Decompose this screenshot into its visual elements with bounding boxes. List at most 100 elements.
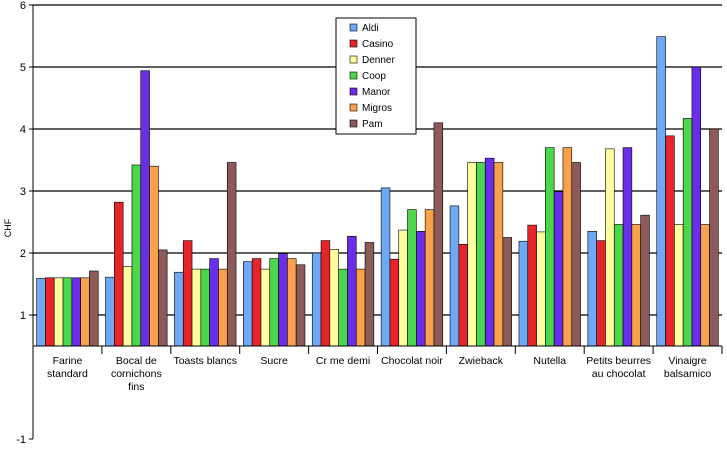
bar-coop-9 [682, 118, 693, 347]
bar-casino-6 [458, 244, 468, 347]
bar-pam-9 [709, 128, 719, 347]
legend-swatch-migros [349, 103, 358, 112]
bar-coop-7 [545, 147, 555, 347]
bar-casino-9 [665, 135, 675, 347]
legend-box [335, 17, 417, 135]
legend-swatch-denner [349, 55, 358, 64]
bar-migros-9 [700, 224, 710, 347]
bar-aldi-3 [243, 261, 253, 347]
bar-aldi-2 [174, 271, 184, 347]
legend-swatch-coop [349, 71, 358, 80]
category-label-3: Sucre [260, 355, 288, 367]
bar-pam-7 [571, 162, 581, 347]
x-category-labels: Farine standard Bocal de cornichons fins Toas… [47, 355, 711, 393]
bar-coop-3 [269, 258, 279, 347]
bar-coop-4 [338, 268, 348, 347]
bar-denner-7 [536, 231, 546, 347]
y-tick-label: -1 [16, 434, 26, 446]
bar-pam-4 [364, 242, 375, 347]
bar-coop-5 [407, 209, 417, 347]
bar-migros-1 [149, 165, 159, 347]
bar-migros-6 [493, 162, 504, 347]
bar-pam-2 [226, 162, 237, 347]
bar-migros-3 [287, 258, 297, 347]
bar-denner-5 [398, 229, 408, 347]
bar-manor-9 [691, 66, 702, 347]
bars-layer [36, 36, 719, 347]
bar-aldi-8 [587, 231, 597, 347]
bar-denner-9 [674, 224, 684, 347]
category-label-0: Farine standard [47, 355, 88, 380]
bar-aldi-5 [380, 187, 391, 347]
bar-manor-0 [71, 277, 81, 347]
legend-label-migros: Migros [362, 103, 392, 114]
bar-manor-2 [209, 258, 219, 347]
bar-manor-6 [484, 157, 495, 347]
category-label-8: Petits beurres au chocolat [586, 355, 651, 380]
bar-coop-2 [200, 268, 210, 347]
y-tick-label: 5 [20, 62, 26, 74]
bar-manor-4 [347, 235, 357, 347]
legend-label-pam: Pam [362, 119, 383, 130]
bar-denner-6 [467, 162, 477, 347]
bar-denner-1 [122, 266, 133, 347]
bar-migros-0 [80, 277, 90, 347]
category-label-6: Zwieback [459, 355, 504, 367]
y-tick-label: 1 [20, 310, 26, 322]
bar-manor-7 [553, 191, 564, 347]
category-label-9: Vinaigre balsamico [664, 355, 711, 380]
y-tick-labels: -1 1 2 3 4 5 6 [16, 0, 26, 446]
bar-manor-3 [278, 253, 288, 347]
bar-migros-4 [355, 268, 366, 347]
bar-denner-8 [605, 148, 615, 347]
bar-casino-0 [45, 277, 55, 347]
y-tick-label: 4 [20, 124, 26, 136]
bar-aldi-6 [449, 205, 460, 347]
bar-coop-8 [613, 224, 624, 347]
bar-denner-3 [260, 268, 271, 347]
category-label-1: Bocal de cornichons fins [111, 355, 162, 393]
bar-coop-6 [476, 162, 486, 347]
bar-aldi-7 [518, 240, 529, 347]
bar-casino-4 [320, 240, 331, 347]
category-label-7: Nutella [533, 355, 566, 367]
y-axis-label: CHF [3, 218, 13, 237]
bar-pam-1 [158, 249, 168, 347]
category-label-4: Cr me demi [316, 355, 370, 367]
bar-casino-7 [527, 224, 537, 347]
bar-coop-0 [62, 277, 73, 347]
bar-pam-6 [502, 237, 512, 347]
axes [29, 4, 723, 440]
bar-aldi-9 [656, 36, 666, 347]
legend-swatch-manor [349, 87, 358, 96]
bar-denner-2 [191, 268, 202, 347]
bar-migros-8 [631, 224, 641, 347]
category-label-2: Toasts blancs [173, 355, 237, 367]
bar-manor-8 [622, 147, 633, 347]
y-tick-label: 6 [20, 0, 26, 12]
bar-migros-7 [562, 147, 573, 347]
legend-label-denner: Denner [362, 55, 395, 66]
bar-aldi-1 [105, 276, 115, 347]
bar-aldi-0 [36, 278, 46, 347]
legend-label-aldi: Aldi [362, 23, 379, 34]
bar-manor-5 [416, 231, 426, 347]
bar-casino-3 [251, 258, 262, 347]
bar-pam-3 [295, 264, 306, 347]
bar-migros-5 [424, 209, 435, 347]
legend-label-casino: Casino [362, 39, 394, 50]
bar-casino-1 [114, 201, 124, 347]
bar-pam-0 [89, 270, 99, 347]
y-tick-label: 2 [20, 248, 26, 260]
legend-swatch-aldi [349, 23, 358, 32]
bar-casino-5 [389, 258, 400, 347]
legend-swatch-pam [349, 119, 358, 128]
bar-denner-0 [53, 277, 64, 347]
legend-label-coop: Coop [362, 71, 386, 82]
bar-coop-1 [131, 164, 142, 347]
legend: Aldi Casino Denner Coop Manor Migros Pam [335, 17, 417, 135]
bar-pam-8 [640, 214, 650, 347]
legend-label-manor: Manor [362, 87, 391, 98]
bar-pam-5 [433, 122, 444, 347]
